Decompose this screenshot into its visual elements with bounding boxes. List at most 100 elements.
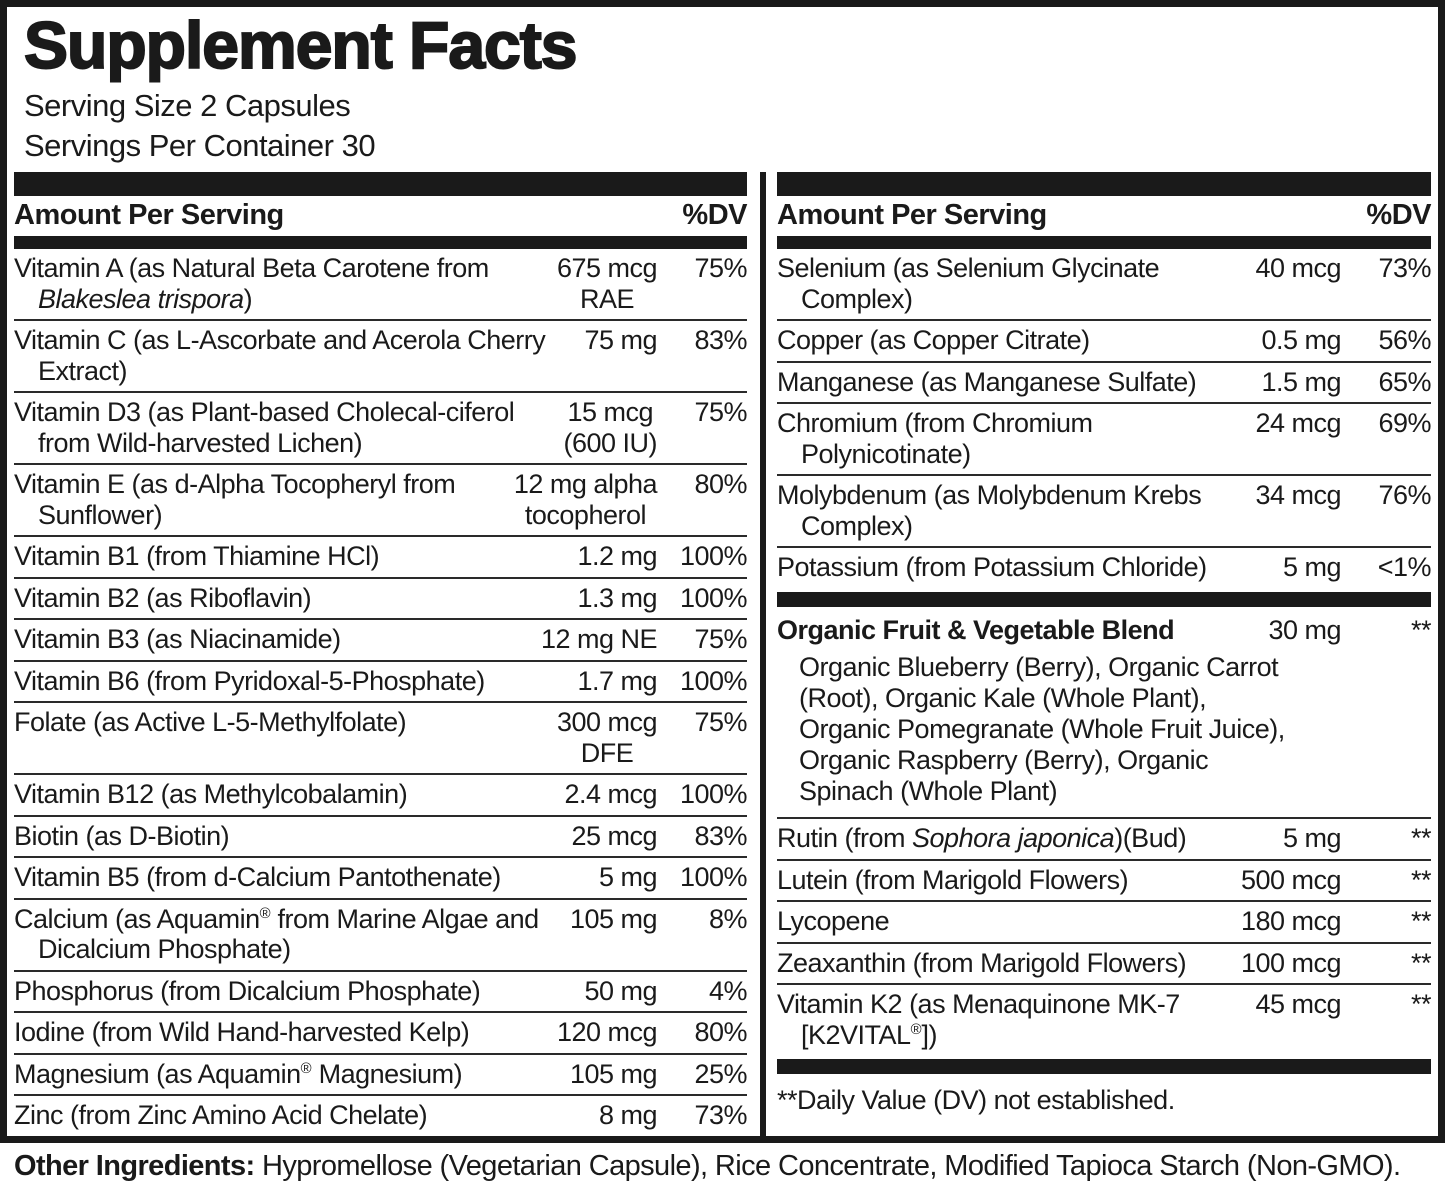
- nutrient-name: Zinc (from Zinc Amino Acid Chelate): [14, 1100, 428, 1131]
- nutrient-amount: 1.5 mg: [1261, 366, 1341, 397]
- nutrient-dv: 75%: [694, 397, 747, 428]
- nutrient-name: Vitamin B2 (as Riboflavin): [14, 582, 312, 613]
- row-divider: [777, 360, 1431, 363]
- nutrient-row: Lycopene 180 mcg **: [777, 902, 1432, 942]
- nutrient-row: Vitamin B3 (as Niacinamide) 12 mg NE 75%: [14, 620, 748, 660]
- row-divider: [14, 576, 747, 579]
- row-divider: [14, 463, 747, 466]
- nutrient-name: Folate (as Active L-5-Methylfolate): [14, 707, 407, 738]
- nutrient-amount: 180 mcg: [1240, 906, 1342, 937]
- nutrient-row: Zeaxanthin (from Marigold Flowers) 100 mc…: [777, 944, 1432, 984]
- nutrient-row: Vitamin K2 (as Menaquinone MK-7 [K2VITAL…: [777, 985, 1432, 1055]
- nutrient-dv: 4%: [708, 975, 748, 1006]
- row-divider: [14, 618, 747, 621]
- nutrient-amount: 675 mcg RAE: [556, 253, 658, 314]
- nutrient-dv: **: [1410, 864, 1432, 895]
- panel-top: Supplement Facts Serving Size 2 Capsules…: [14, 7, 1431, 165]
- dv-label: %DV: [1366, 199, 1431, 232]
- row-divider: [14, 814, 747, 817]
- row-divider: [777, 817, 1431, 820]
- nutrient-dv: 83%: [694, 325, 747, 356]
- nutrient-row: Chromium (from Chromium Polynicotinate) 2…: [777, 404, 1432, 474]
- row-divider: [777, 474, 1431, 477]
- row-divider: [14, 701, 747, 704]
- nutrient-amount: 30 mg: [1268, 614, 1341, 645]
- nutrient-dv: 75%: [694, 253, 747, 284]
- nutrient-dv: 100%: [679, 665, 748, 696]
- nutrient-amount: 15 mcg (600 IU): [563, 397, 657, 458]
- nutrient-name: Vitamin B3 (as Niacinamide): [14, 624, 341, 655]
- nutrient-amount: 1.7 mg: [577, 665, 657, 696]
- nutrient-name: Vitamin B12 (as Methylcobalamin): [14, 779, 408, 810]
- nutrient-name: Vitamin B1 (from Thiamine HCl): [14, 541, 380, 572]
- section-bar: [777, 1059, 1431, 1075]
- nutrient-row: Vitamin B12 (as Methylcobalamin) 2.4 mcg 1…: [14, 775, 748, 815]
- nutrient-amount: 1.3 mg: [577, 582, 657, 613]
- left-rows: Vitamin A (as Natural Beta Carotene from…: [14, 249, 748, 1136]
- nutrient-amount: 12 mg alpha tocopherol: [513, 469, 658, 530]
- row-divider: [14, 319, 747, 322]
- nutrient-dv: 25%: [694, 1058, 747, 1089]
- nutrient-amount: 25 mcg: [571, 820, 657, 851]
- nutrient-dv: 73%: [1378, 253, 1431, 284]
- row-divider: [777, 941, 1431, 944]
- amount-per-serving-label: Amount Per Serving: [14, 199, 284, 232]
- right-column: Amount Per Serving %DV Selenium (as Sele…: [777, 172, 1432, 1136]
- nutrient-name: Vitamin C (as L-Ascorbate and Acerola Ch…: [14, 325, 546, 386]
- nutrient-amount: 24 mcg: [1255, 408, 1341, 439]
- nutrient-dv: 80%: [694, 469, 747, 500]
- nutrient-name: Iodine (from Wild Hand-harvested Kelp): [14, 1017, 470, 1048]
- nutrient-name: Organic Fruit & Vegetable Blend: [777, 614, 1175, 645]
- nutrient-dv: 100%: [679, 779, 748, 810]
- row-divider: [14, 856, 747, 859]
- nutrient-row: Vitamin B6 (from Pyridoxal-5-Phosphate) 1…: [14, 662, 748, 702]
- section-bar: [777, 172, 1431, 197]
- nutrient-amount: 5 mg: [1282, 823, 1342, 854]
- dv-footnote: **Daily Value (DV) not established.: [777, 1085, 1175, 1116]
- nutrient-name: Molybdenum (as Molybdenum Krebs Complex): [777, 480, 1202, 541]
- nutrient-amount: 34 mcg: [1255, 480, 1341, 511]
- nutrient-amount: 300 mcg DFE: [556, 707, 658, 768]
- nutrient-name: Vitamin B6 (from Pyridoxal-5-Phosphate): [14, 665, 485, 696]
- section-bar: [14, 172, 747, 197]
- nutrient-amount: 120 mcg: [556, 1017, 658, 1048]
- nutrient-dv: **: [1410, 823, 1432, 854]
- subheader-bar: [14, 236, 747, 250]
- row-divider: [14, 1011, 747, 1014]
- other-ingredients-label: Other Ingredients:: [14, 1150, 255, 1182]
- nutrient-dv: 69%: [1378, 408, 1431, 439]
- nutrient-amount: 40 mcg: [1255, 253, 1341, 284]
- nutrient-name: Lutein (from Marigold Flowers): [777, 864, 1129, 895]
- nutrient-dv: 75%: [694, 707, 747, 738]
- nutrient-name: Potassium (from Potassium Chloride): [777, 552, 1207, 583]
- nutrient-row: Zinc (from Zinc Amino Acid Chelate) 8 mg 7…: [14, 1096, 748, 1136]
- nutrient-dv: 73%: [694, 1100, 747, 1131]
- nutrient-row: Organic Fruit & Vegetable Blend 30 mg **: [777, 611, 1432, 651]
- nutrient-row: Vitamin A (as Natural Beta Carotene from…: [14, 249, 748, 319]
- subheader-bar: [777, 236, 1431, 250]
- nutrient-amount: 105 mg: [569, 1058, 658, 1089]
- nutrient-row: Selenium (as Selenium Glycinate Complex)…: [777, 249, 1432, 319]
- nutrient-row: Lutein (from Marigold Flowers) 500 mcg **: [777, 861, 1432, 901]
- column-header: Amount Per Serving %DV: [777, 196, 1431, 236]
- nutrient-name: Vitamin D3 (as Plant-based Cholecal-cife…: [14, 397, 515, 458]
- facts-panel: Supplement Facts Serving Size 2 Capsules…: [0, 0, 1445, 1143]
- nutrient-name: Lycopene: [777, 906, 890, 937]
- page-title: Supplement Facts: [23, 8, 578, 82]
- row-divider: [14, 1094, 747, 1097]
- row-divider: [14, 773, 747, 776]
- left-column: Amount Per Serving %DV Vitamin A (as Nat…: [14, 172, 748, 1136]
- nutrient-dv: 76%: [1378, 480, 1431, 511]
- serving-size: Serving Size 2 Capsules: [24, 88, 351, 124]
- nutrient-row: Biotin (as D-Biotin) 25 mcg 83%: [14, 817, 748, 857]
- nutrient-row: Phosphorus (from Dicalcium Phosphate) 50 …: [14, 972, 748, 1012]
- nutrient-name: Manganese (as Manganese Sulfate): [777, 366, 1197, 397]
- row-divider: [777, 900, 1431, 903]
- nutrient-amount: 0.5 mg: [1261, 325, 1341, 356]
- nutrient-amount: 75 mg: [584, 325, 657, 356]
- nutrient-row: Magnesium (as Aquamin® Magnesium) 105 mg 2…: [14, 1055, 748, 1095]
- nutrient-row: Vitamin E (as d-Alpha Tocopheryl from Su…: [14, 465, 748, 535]
- nutrient-dv: **: [1410, 947, 1432, 978]
- nutrient-dv: 8%: [708, 903, 748, 934]
